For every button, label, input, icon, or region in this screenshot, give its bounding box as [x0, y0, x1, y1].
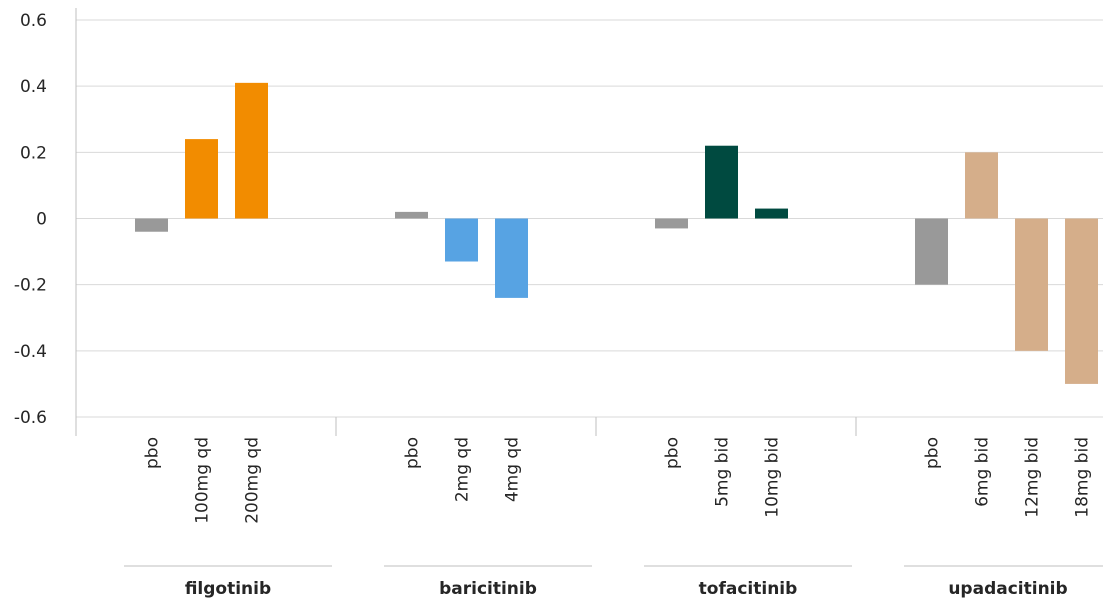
- axes: [75, 8, 857, 436]
- group-label-upadacitinib: upadacitinib: [948, 579, 1067, 599]
- bars: [135, 82, 1098, 384]
- bar-baricitinib-4mg-qd: [495, 218, 528, 298]
- category-label: 4mg qd: [503, 437, 523, 502]
- category-label: pbo: [663, 437, 683, 469]
- y-tick-label: -0.2: [14, 276, 47, 296]
- bar-filgotinib-pbo: [135, 218, 168, 232]
- category-label: pbo: [403, 437, 423, 469]
- category-label: pbo: [923, 437, 943, 469]
- bar-upadacitinib-6mg-bid: [965, 152, 998, 219]
- category-label: 100mg qd: [193, 437, 213, 524]
- y-tick-label: -0.4: [14, 342, 47, 362]
- category-label: 5mg bid: [713, 437, 733, 507]
- group-label-tofacitinib: tofacitinib: [699, 579, 798, 599]
- bar-upadacitinib-18mg-bid: [1065, 218, 1098, 384]
- category-label: pbo: [143, 437, 163, 469]
- bar-filgotinib-200mg-qd: [235, 82, 268, 219]
- category-label: 10mg bid: [763, 437, 783, 518]
- bar-baricitinib-pbo: [395, 211, 428, 219]
- group-labels: filgotinib baricitinib tofacitinib upadacit…: [124, 565, 1103, 599]
- y-tick-label: -0.6: [14, 408, 47, 428]
- category-labels: pbo 100mg qd 200mg qd pbo 2mg qd 4mg qd pbo 5mg…: [143, 437, 1093, 524]
- category-label: 6mg bid: [973, 437, 993, 507]
- y-tick-label: 0.6: [20, 11, 47, 31]
- category-label: 200mg qd: [243, 437, 263, 524]
- gridlines: [76, 19, 1103, 418]
- bar-filgotinib-100mg-qd: [185, 139, 218, 219]
- category-label: 2mg qd: [453, 437, 473, 502]
- bar-upadacitinib-12mg-bid: [1015, 218, 1048, 351]
- y-tick-label: 0: [36, 210, 47, 230]
- bar-baricitinib-2mg-qd: [445, 218, 478, 262]
- category-label: 12mg bid: [1023, 437, 1043, 518]
- group-label-baricitinib: baricitinib: [439, 579, 537, 599]
- group-label-filgotinib: filgotinib: [185, 579, 271, 599]
- bar-tofacitinib-10mg-bid: [755, 208, 788, 219]
- y-tick-label: 0.2: [20, 143, 47, 163]
- bar-tofacitinib-5mg-bid: [705, 145, 738, 219]
- y-axis-tick-labels: 0.6 0.4 0.2 0 -0.2 -0.4 -0.6: [14, 11, 47, 428]
- bar-upadacitinib-pbo: [915, 218, 948, 285]
- bar-tofacitinib-pbo: [655, 218, 688, 229]
- y-tick-label: 0.4: [20, 77, 47, 97]
- category-label: 18mg bid: [1073, 437, 1093, 518]
